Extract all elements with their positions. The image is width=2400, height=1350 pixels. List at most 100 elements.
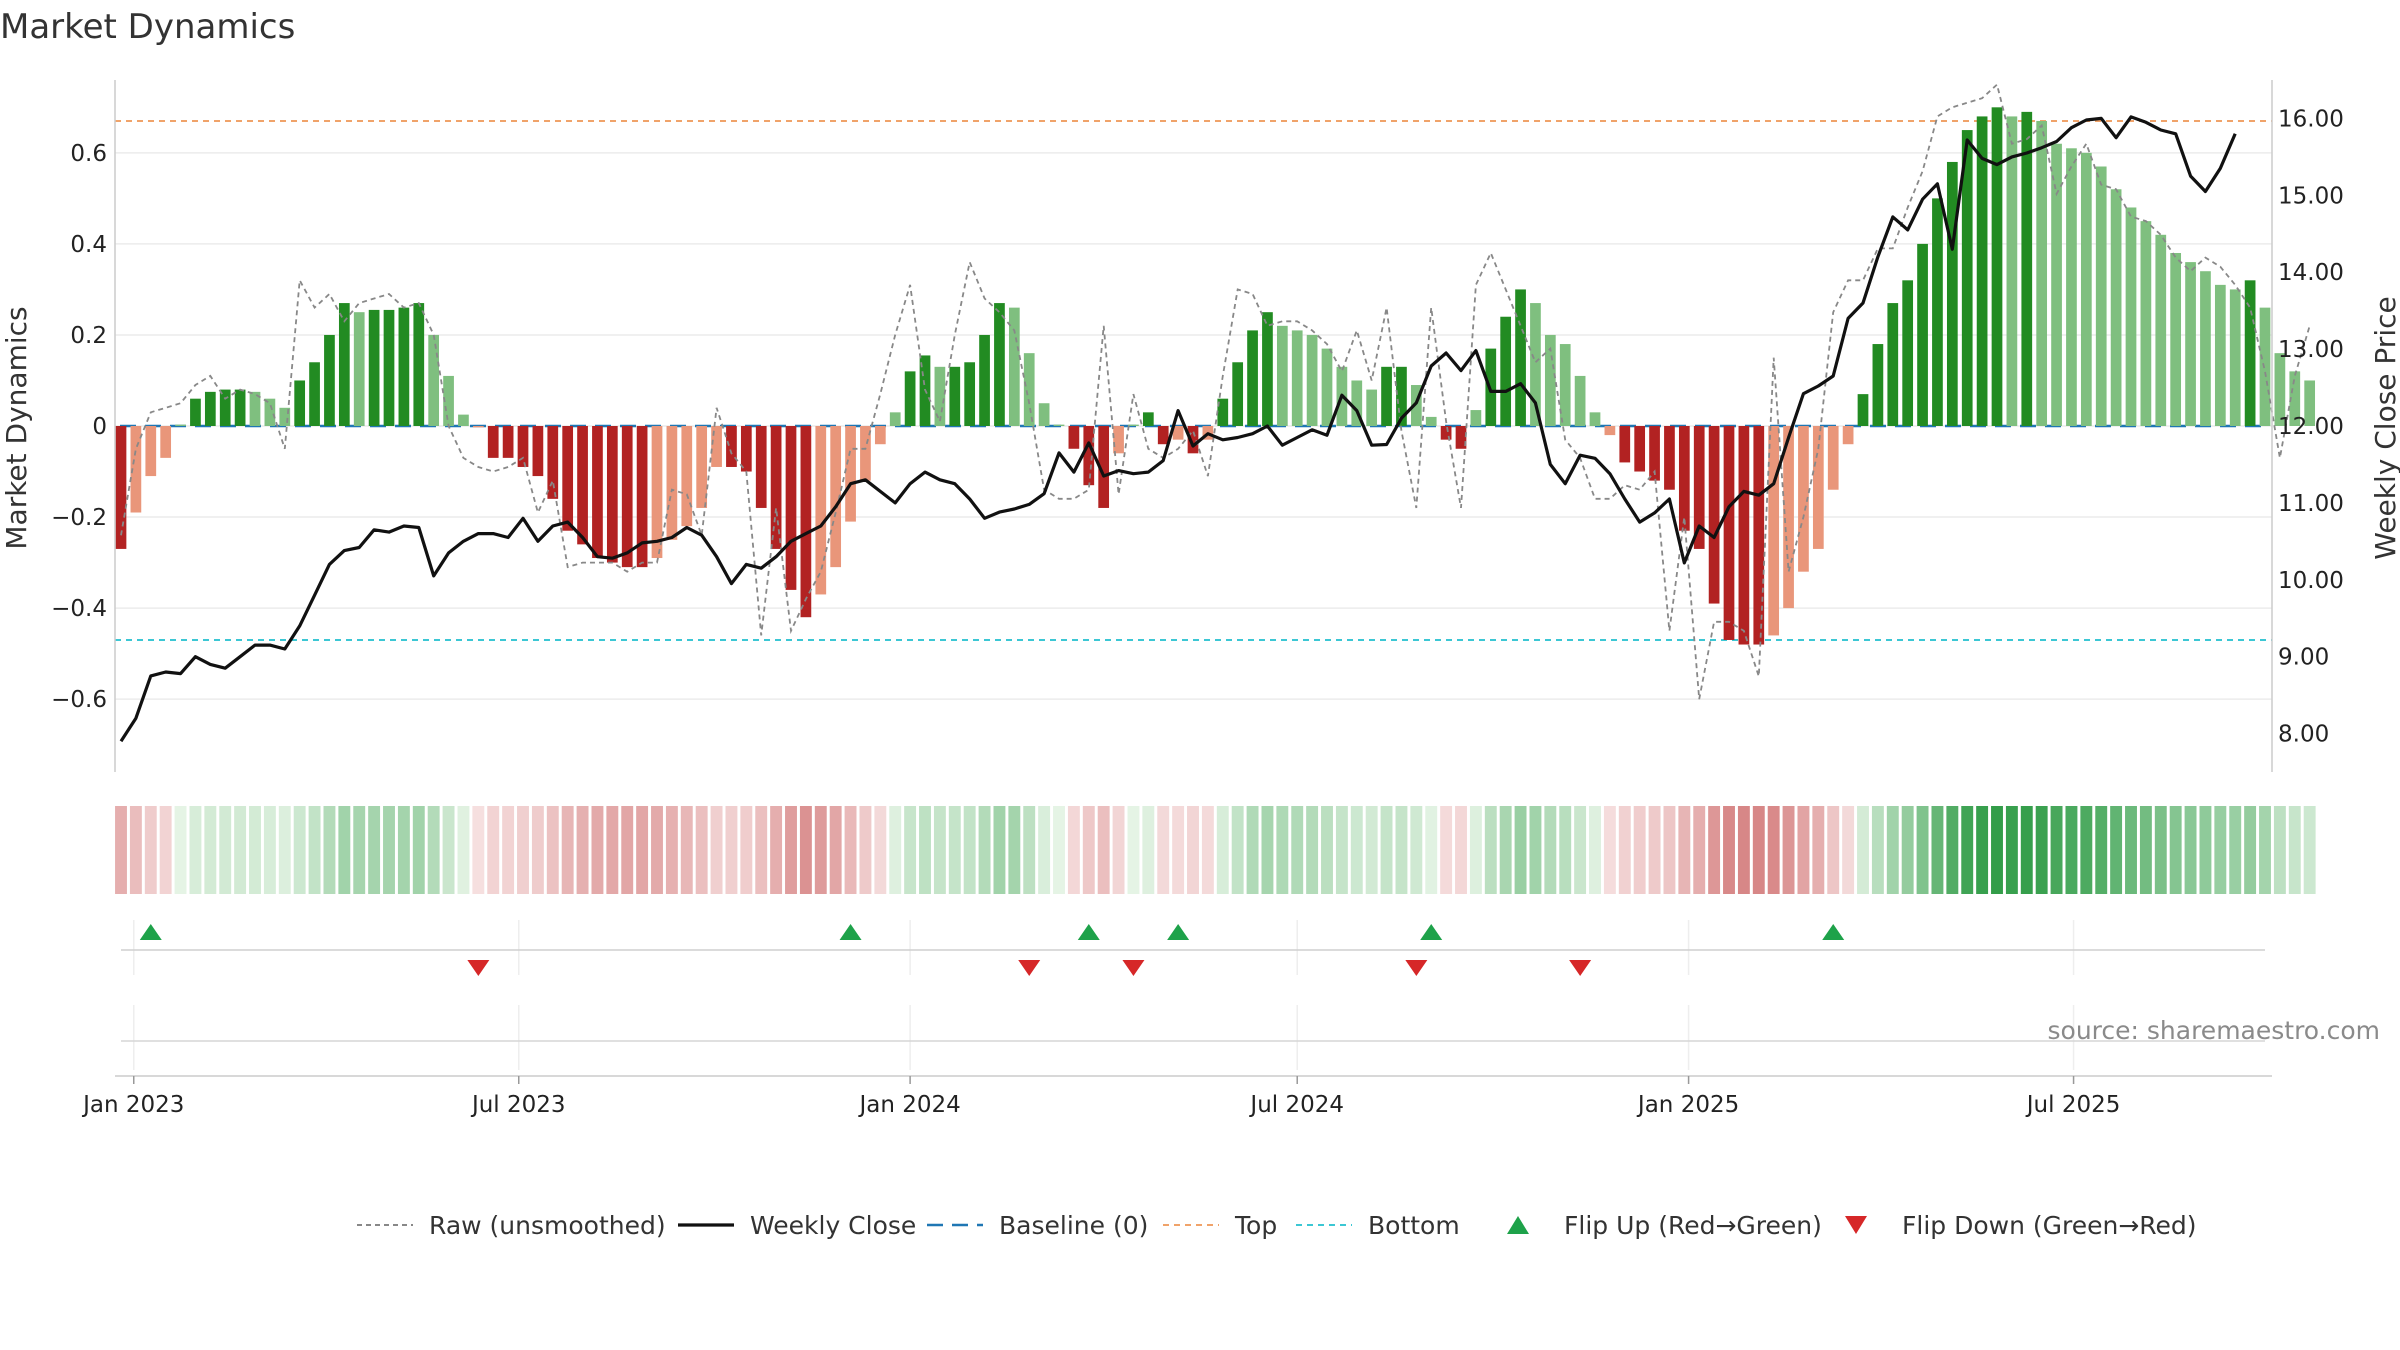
x-tick-label: Jul 2023 (470, 1092, 566, 1118)
dynamics-bar (115, 426, 127, 549)
chart-title: Market Dynamics (0, 7, 295, 47)
heat-cell (2303, 806, 2316, 894)
heat-cell (2273, 806, 2286, 894)
dynamics-bar (338, 303, 350, 426)
y2-tick-label: 16.00 (2278, 106, 2344, 132)
dynamics-bar (2200, 271, 2211, 426)
heat-cell (1916, 806, 1929, 894)
heat-cell (1871, 806, 1884, 894)
heat-cell (1187, 806, 1199, 894)
y-tick-label: −0.6 (51, 687, 107, 713)
heat-cell (1201, 806, 1214, 894)
heat-cell (2229, 806, 2242, 894)
heat-cell (636, 806, 649, 894)
dynamics-bar (2155, 234, 2167, 426)
heat-cell (323, 806, 336, 894)
heat-cell (1112, 806, 1125, 894)
dynamics-bar (800, 426, 812, 618)
dynamics-bar (1708, 426, 1720, 604)
dynamics-bar (949, 366, 961, 426)
dynamics-bar (264, 398, 276, 426)
dynamics-bar (1187, 426, 1199, 454)
dynamics-bar (1872, 344, 1884, 426)
heat-cell (2199, 806, 2212, 894)
heat-cell (174, 806, 187, 894)
dynamics-bar (785, 426, 797, 590)
heat-cell (412, 806, 425, 894)
heat-cell (1231, 806, 1244, 894)
heat-cell (1678, 806, 1691, 894)
legend-label-down: Flip Down (Green→Red) (1902, 1211, 2197, 1240)
heat-cell (1365, 806, 1378, 894)
dynamics-bar (2304, 380, 2316, 426)
dynamics-bar (2214, 284, 2226, 426)
heat-cell (1603, 806, 1616, 894)
heat-cell (1142, 806, 1155, 894)
heat-cell (2020, 806, 2033, 894)
dynamics-bar (1649, 426, 1660, 481)
heat-cell (1782, 806, 1795, 894)
dynamics-bar (830, 426, 842, 568)
legend-label-close: Weekly Close (750, 1211, 916, 1240)
heat-cell (1261, 806, 1274, 894)
dynamics-bar (2080, 152, 2092, 426)
heat-cell (1127, 806, 1140, 894)
dynamics-bar (1887, 303, 1899, 426)
dynamics-bar (2170, 253, 2182, 426)
dynamics-bar (502, 426, 514, 458)
heat-cell (963, 806, 976, 894)
dynamics-bar (1991, 107, 2003, 426)
dynamics-bar (1053, 424, 1065, 426)
dynamics-bar (398, 307, 410, 426)
y2-tick-label: 13.00 (2278, 337, 2344, 363)
dynamics-bar (428, 334, 440, 426)
dynamics-bar (1068, 426, 1080, 449)
dynamics-bar (1098, 426, 1110, 508)
dynamics-bar (383, 309, 395, 426)
heat-cell (1827, 806, 1840, 894)
dynamics-bar (175, 424, 186, 426)
dynamics-bar (2066, 148, 2077, 426)
heat-cell (919, 806, 931, 894)
heat-cell (1737, 806, 1750, 894)
dynamics-bar (145, 426, 157, 477)
heat-cell (1306, 806, 1319, 894)
dynamics-bar (1798, 426, 1809, 572)
dynamics-bar (964, 362, 976, 426)
heat-cell (933, 806, 946, 894)
heat-cell (2125, 806, 2137, 894)
heat-cell (695, 806, 708, 894)
dynamics-bar (1366, 389, 1378, 426)
legend-swatch-flip-down (1845, 1216, 1867, 1234)
dynamics-bar (726, 426, 737, 467)
heat-cell (129, 806, 142, 894)
y2-tick-label: 14.00 (2278, 260, 2344, 286)
dynamics-bar (1693, 426, 1705, 549)
flip-up-marker (1167, 924, 1190, 940)
heat-cell (249, 806, 261, 894)
heat-cell (1410, 806, 1423, 894)
dynamics-bar (562, 426, 574, 531)
dynamics-bar (204, 391, 216, 426)
heat-cell (651, 806, 663, 894)
heat-cell (189, 806, 202, 894)
dynamics-bar (2259, 307, 2271, 426)
heat-cell (502, 806, 515, 894)
series-lines (119, 82, 2311, 743)
heat-cell (770, 806, 783, 894)
x-tick-label: Jul 2025 (2025, 1092, 2121, 1118)
heat-cell (1991, 806, 2003, 894)
heat-cell (1574, 806, 1587, 894)
dynamics-bar (711, 426, 722, 467)
heat-cell (680, 806, 693, 894)
y2-tick-label: 8.00 (2278, 722, 2329, 748)
flip-down-marker (1569, 960, 1592, 976)
heat-cell (1633, 806, 1646, 894)
legend: Raw (unsmoothed) Weekly Close Baseline (0)… (357, 1211, 2197, 1240)
heat-cell (1350, 806, 1363, 894)
heat-cell (1857, 806, 1869, 894)
heat-cell (591, 806, 604, 894)
heat-cell (2169, 806, 2182, 894)
y2-axis-label: Weekly Close Price (2369, 296, 2400, 559)
flip-down-marker (1405, 960, 1428, 976)
